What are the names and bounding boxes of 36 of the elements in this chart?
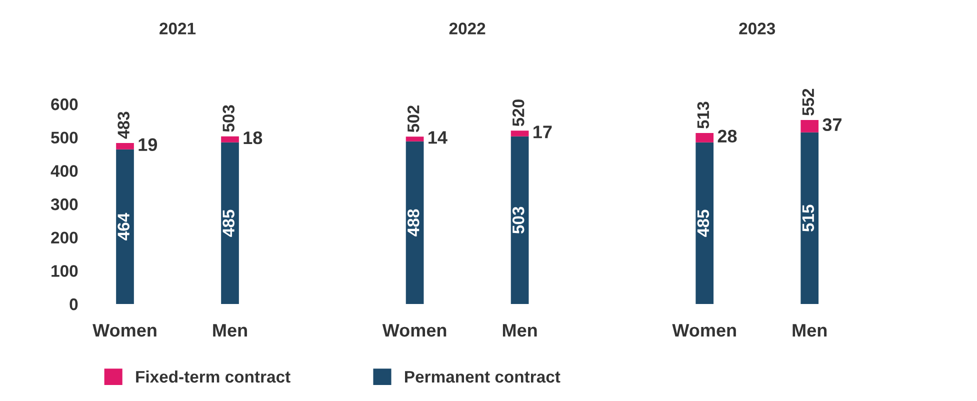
data-label: 485 xyxy=(697,210,710,237)
text: 2022 xyxy=(449,22,486,34)
text: 2023 xyxy=(739,22,776,34)
x-tick-label: Women xyxy=(382,324,446,337)
x-tick-label: Women xyxy=(92,324,156,337)
x-tick-label: Women xyxy=(672,324,736,337)
x-tick-label: Men xyxy=(502,324,537,337)
y-tick-label: 500 xyxy=(51,132,78,144)
legend-label: Permanent contract xyxy=(405,371,560,383)
total-label: 520 xyxy=(512,100,524,126)
data-label: 14 xyxy=(428,131,448,144)
text: 2021 xyxy=(160,22,196,34)
legend-label: Fixed-term contract xyxy=(136,370,290,383)
y-tick-label: 0 xyxy=(70,298,78,310)
data-label: 37 xyxy=(822,118,842,132)
y-tick-label: 600 xyxy=(51,98,78,110)
y-tick-label: 200 xyxy=(51,232,78,244)
total-label: 503 xyxy=(222,105,234,132)
data-label: 515 xyxy=(802,204,814,232)
data-label: 503 xyxy=(512,206,524,234)
x-tick-label: Men xyxy=(213,324,247,337)
data-label: 17 xyxy=(534,126,552,138)
total-label: 552 xyxy=(802,88,814,116)
data-label: 28 xyxy=(718,130,737,143)
data-label: 485 xyxy=(222,210,234,237)
x-tick-label: Men xyxy=(792,324,827,337)
total-label: 502 xyxy=(407,106,420,132)
data-label: 488 xyxy=(407,209,420,236)
y-tick-label: 100 xyxy=(52,265,78,277)
data-label: 464 xyxy=(118,212,130,240)
y-tick-label: 300 xyxy=(50,198,78,210)
data-label: 18 xyxy=(244,131,262,144)
y-tick-label: 400 xyxy=(50,165,78,177)
total-label: 513 xyxy=(697,102,710,128)
data-label: 19 xyxy=(138,138,158,152)
total-label: 483 xyxy=(118,112,130,139)
